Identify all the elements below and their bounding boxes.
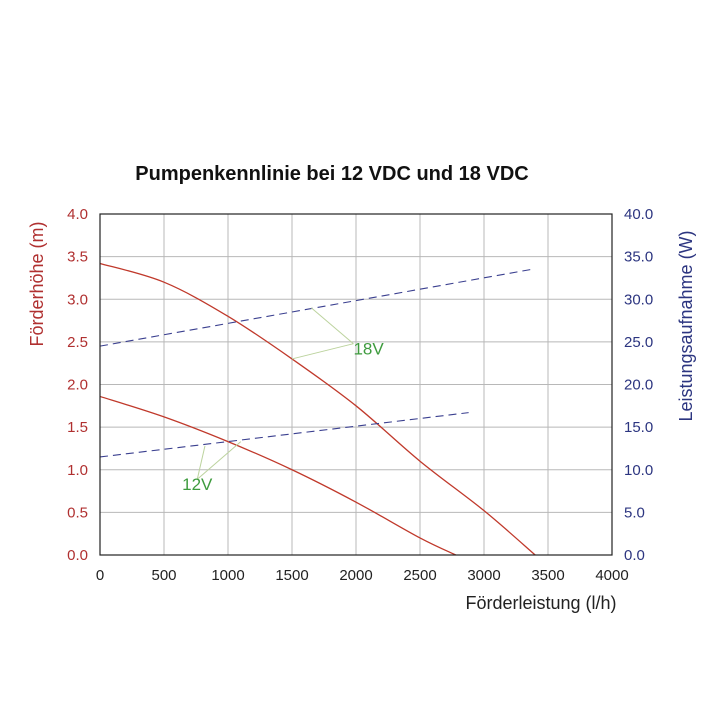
y-axis-label-right: Leistungsaufnahme (W) bbox=[676, 230, 696, 421]
y-axis-label-left: Förderhöhe (m) bbox=[27, 221, 47, 346]
annotation-pointer bbox=[196, 441, 242, 480]
x-tick-label: 3000 bbox=[467, 567, 500, 584]
y-right-tick-label: 0.0 bbox=[624, 547, 645, 564]
y-right-tick-label: 15.0 bbox=[624, 419, 653, 436]
annotation-label: 18V bbox=[353, 340, 384, 359]
x-tick-label: 3500 bbox=[531, 567, 564, 584]
annotation-pointer bbox=[196, 445, 206, 480]
y-left-tick-label: 3.5 bbox=[67, 249, 88, 266]
y-left-tick-label: 0.0 bbox=[67, 547, 88, 564]
chart-title: Pumpenkennlinie bei 12 VDC und 18 VDC bbox=[135, 163, 528, 185]
y-right-tick-label: 35.0 bbox=[624, 249, 653, 266]
y-right-tick-label: 10.0 bbox=[624, 462, 653, 479]
x-tick-label: 1500 bbox=[275, 567, 308, 584]
x-tick-label: 2000 bbox=[339, 567, 372, 584]
head-curve-1 bbox=[99, 395, 457, 556]
power-curve-2 bbox=[99, 268, 532, 347]
y-left-tick-label: 1.0 bbox=[67, 462, 88, 479]
y-left-tick-label: 2.0 bbox=[67, 377, 88, 394]
y-left-tick-label: 2.5 bbox=[67, 334, 88, 351]
x-tick-label: 0 bbox=[96, 567, 104, 584]
power-curve-3 bbox=[99, 412, 469, 458]
y-left-tick-label: 1.5 bbox=[67, 419, 88, 436]
plot-frame bbox=[99, 213, 613, 556]
annotation-layer: 18V 12V bbox=[182, 307, 384, 494]
annotation-label: 12V bbox=[182, 475, 213, 494]
y-right-tick-label: 20.0 bbox=[624, 377, 653, 394]
y-right-tick-label: 40.0 bbox=[624, 206, 653, 223]
grid bbox=[100, 214, 612, 555]
y-left-tick-label: 0.5 bbox=[67, 504, 88, 521]
x-tick-label: 1000 bbox=[211, 567, 244, 584]
y-right-tick-labels: 0.0 5.0 10.0 15.0 20.0 25.0 30.0 35.0 40.0 bbox=[624, 206, 653, 564]
x-tick-label: 4000 bbox=[595, 567, 628, 584]
x-tick-labels: 0 500 1000 1500 2000 2500 3000 3500 4000 bbox=[96, 567, 629, 584]
annotation-pointer bbox=[291, 343, 354, 360]
x-tick-label: 500 bbox=[151, 567, 176, 584]
y-left-tick-label: 4.0 bbox=[67, 206, 88, 223]
y-left-tick-label: 3.0 bbox=[67, 291, 88, 308]
y-right-tick-label: 25.0 bbox=[624, 334, 653, 351]
head-curve-0 bbox=[99, 262, 536, 556]
y-right-tick-label: 5.0 bbox=[624, 504, 645, 521]
series-layer bbox=[99, 262, 536, 556]
annotation-pointer bbox=[310, 307, 354, 345]
y-right-tick-label: 30.0 bbox=[624, 291, 653, 308]
x-axis-label: Förderleistung (l/h) bbox=[465, 593, 616, 613]
x-tick-label: 2500 bbox=[403, 567, 436, 584]
y-left-tick-labels: 0.0 0.5 1.0 1.5 2.0 2.5 3.0 3.5 4.0 bbox=[67, 206, 88, 564]
